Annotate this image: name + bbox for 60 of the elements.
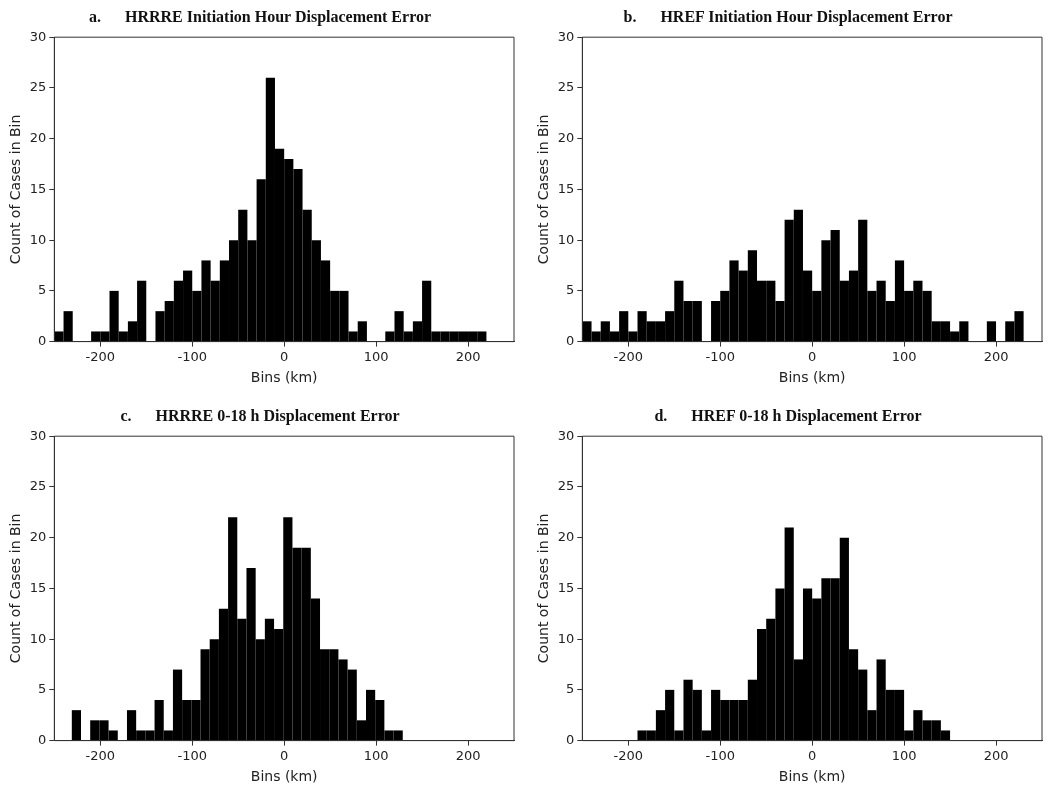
y-axis-title: Count of Cases in Bin <box>535 114 552 265</box>
y-tick-label: 5 <box>38 681 47 697</box>
x-tick-label: 200 <box>983 348 1009 364</box>
y-tick-label: 15 <box>29 180 47 196</box>
x-axis-title: Bins (km) <box>778 768 846 785</box>
y-tick-label: 25 <box>29 478 47 494</box>
x-axis-title: Bins (km) <box>250 768 318 785</box>
x-tick-label: 100 <box>891 747 917 763</box>
x-tick-label: 200 <box>983 747 1009 763</box>
y-axis-title: Count of Cases in Bin <box>535 513 552 664</box>
y-tick-label: 25 <box>557 478 575 494</box>
y-tick-label: 0 <box>566 731 575 747</box>
x-tick-label: 200 <box>455 348 481 364</box>
y-tick-label: 20 <box>557 130 575 146</box>
y-tick-label: 5 <box>38 282 47 298</box>
x-tick-label: -200 <box>613 348 644 364</box>
x-tick-label: 100 <box>891 348 917 364</box>
x-axis-title: Bins (km) <box>250 369 318 386</box>
y-tick-label: 15 <box>557 579 575 595</box>
chart-title: b. HREF Initiation Hour Displacement Error <box>623 7 953 26</box>
y-tick-label: 10 <box>557 630 575 646</box>
y-axis-title: Count of Cases in Bin <box>7 114 24 265</box>
y-tick-label: 10 <box>29 630 47 646</box>
x-tick-label: -100 <box>177 348 207 364</box>
x-tick-label: -100 <box>705 747 735 763</box>
y-tick-label: 10 <box>29 231 47 247</box>
y-axis-title: Count of Cases in Bin <box>7 513 24 664</box>
y-tick-label: 20 <box>29 529 47 545</box>
x-tick-label: -100 <box>177 747 207 763</box>
x-tick-label: -200 <box>613 747 644 763</box>
y-tick-label: 5 <box>566 282 575 298</box>
y-tick-label: 0 <box>566 332 575 348</box>
y-tick-label: 5 <box>566 681 575 697</box>
y-tick-label: 20 <box>29 130 47 146</box>
y-tick-label: 10 <box>557 231 575 247</box>
x-tick-label: -200 <box>85 348 116 364</box>
y-tick-label: 15 <box>557 180 575 196</box>
chart-title: d. HREF 0-18 h Displacement Error <box>654 406 922 425</box>
x-tick-label: 100 <box>363 348 389 364</box>
x-axis-title: Bins (km) <box>778 369 846 386</box>
x-tick-label: 0 <box>808 348 817 364</box>
x-tick-label: 100 <box>363 747 389 763</box>
y-tick-label: 30 <box>557 28 575 44</box>
x-tick-label: -100 <box>705 348 735 364</box>
y-tick-label: 0 <box>38 332 47 348</box>
y-tick-label: 25 <box>29 79 47 95</box>
x-tick-label: 0 <box>808 747 817 763</box>
x-tick-label: -200 <box>85 747 116 763</box>
y-tick-label: 15 <box>29 579 47 595</box>
x-tick-label: 0 <box>280 348 289 364</box>
y-tick-label: 30 <box>29 28 47 44</box>
y-tick-label: 20 <box>557 529 575 545</box>
y-tick-label: 30 <box>557 427 575 443</box>
chart-title: c. HRRRE 0-18 h Displacement Error <box>120 406 400 425</box>
chart-title: a. HRRRE Initiation Hour Displacement Error <box>88 7 432 26</box>
y-tick-label: 25 <box>557 79 575 95</box>
x-tick-label: 0 <box>280 747 289 763</box>
y-tick-label: 30 <box>29 427 47 443</box>
x-tick-label: 200 <box>455 747 481 763</box>
y-tick-label: 0 <box>38 731 47 747</box>
